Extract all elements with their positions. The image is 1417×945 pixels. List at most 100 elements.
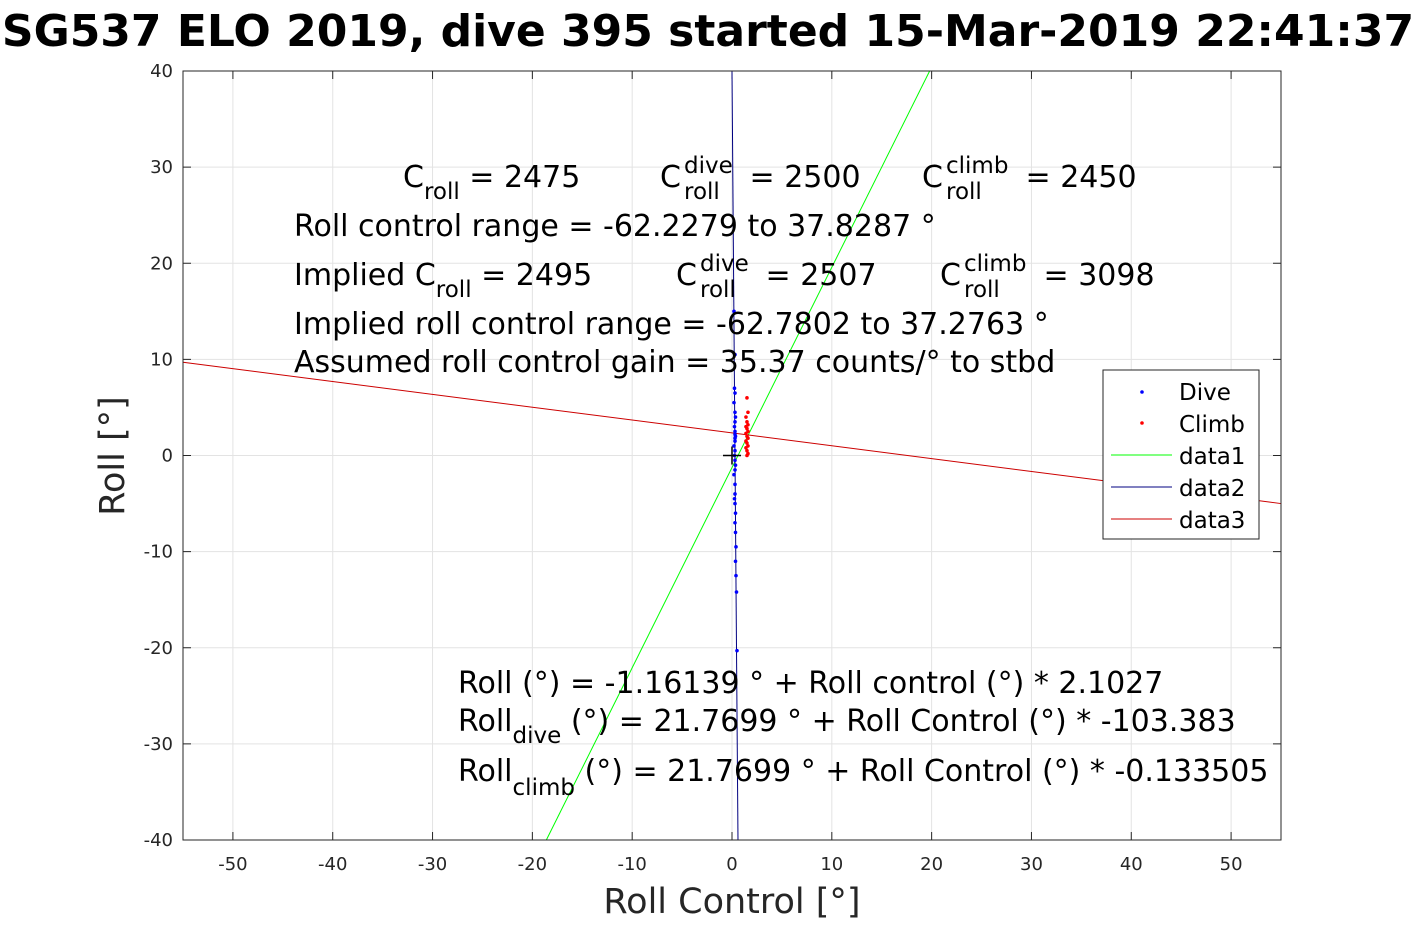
climb-point	[745, 448, 749, 453]
dive-point	[733, 432, 737, 437]
annotation-implied-range: Implied roll control range = -62.7802 to…	[294, 307, 1049, 342]
annotation-sub: climb	[513, 775, 575, 801]
climb-point	[744, 415, 748, 419]
x-tick-labels: -50 -40 -30 -20 -10 0 10 20 30 40 50	[218, 854, 1242, 875]
dive-point	[733, 559, 738, 564]
chart-title: SG537 ELO 2019, dive 395 started 15-Mar-…	[2, 6, 1414, 57]
dive-point	[733, 458, 737, 463]
y-tick-label: -10	[144, 542, 173, 563]
origin-marker	[723, 446, 741, 465]
y-tick-label: 0	[162, 446, 173, 467]
dive-point	[733, 415, 738, 419]
dive-point	[733, 463, 738, 467]
x-tick-label: 20	[920, 854, 943, 875]
dive-point	[734, 545, 738, 549]
dive-point	[733, 448, 737, 453]
x-tick-label: -20	[518, 854, 547, 875]
annotation-fit-all: Roll (°) = -1.16139 ° + Roll control (°)…	[458, 666, 1163, 701]
y-tick-label: 30	[150, 157, 173, 178]
dive-point	[734, 590, 739, 594]
dive-point	[733, 511, 738, 515]
dive-point	[732, 386, 737, 391]
dive-point	[735, 648, 739, 653]
dive-point	[733, 520, 737, 525]
dive-point	[733, 436, 737, 440]
climb-point	[745, 426, 749, 431]
annotation-base: C	[403, 160, 424, 195]
x-tick-label: -40	[318, 854, 347, 875]
annotation-roll-control-range: Roll control range = -62.2279 to 37.8287…	[294, 209, 936, 244]
annotation-sup: climb	[946, 153, 1008, 179]
x-tick-label: 40	[1120, 854, 1143, 875]
x-tick-label: 0	[726, 854, 737, 875]
legend: Dive Climb data1 data2 data3	[1102, 369, 1260, 540]
annotation-base: C	[676, 258, 697, 293]
annotation-rest: (°) = 21.7699 ° + Roll Control (°) * -10…	[561, 704, 1235, 739]
legend-label-data1: data1	[1179, 444, 1245, 470]
x-tick-label: 30	[1020, 854, 1043, 875]
annotation-sub: roll	[424, 179, 460, 205]
annotation-c-roll: Croll = 2475	[403, 160, 580, 205]
dive-point	[733, 530, 738, 535]
annotation-rest: = 2500	[740, 160, 861, 195]
dive-point	[733, 429, 737, 434]
annotation-base: C	[660, 160, 681, 195]
y-tick-label: 10	[150, 349, 173, 370]
annotation-rest: = 3098	[1034, 258, 1155, 293]
annotation-base: C	[940, 258, 961, 293]
dive-point	[733, 439, 737, 443]
annotation-implied-c-roll: Implied Croll = 2495	[294, 258, 592, 303]
climb-point	[746, 410, 750, 415]
dive-point	[734, 573, 738, 578]
legend-label-data2: data2	[1179, 476, 1245, 502]
legend-marker-climb	[1140, 421, 1144, 425]
annotation-sub: roll	[436, 277, 472, 303]
climb-point	[744, 446, 748, 450]
dive-point	[733, 501, 737, 506]
dive-point	[732, 472, 736, 477]
y-tick-label: 20	[150, 253, 173, 274]
annotation-base: Implied C	[294, 258, 436, 293]
annotation-sub: dive	[513, 723, 562, 749]
legend-label-data3: data3	[1179, 508, 1245, 534]
annotation-sup: climb	[964, 251, 1026, 277]
annotation-sub: roll	[964, 277, 1000, 303]
dive-point	[733, 482, 737, 487]
annotation-sub: roll	[684, 179, 720, 205]
y-axis-label: Roll [°]	[93, 396, 133, 516]
dive-point	[733, 468, 737, 472]
dive-point	[732, 496, 737, 501]
y-tick-label: -30	[144, 734, 173, 755]
annotation-base: Roll	[458, 704, 513, 739]
y-tick-labels: 40 30 20 10 0 -10 -20 -30 -40	[144, 61, 173, 851]
annotation-rest: = 2450	[1016, 160, 1137, 195]
annotation-rest: (°) = 21.7699 ° + Roll Control (°) * -0.…	[575, 754, 1268, 789]
climb-point	[745, 441, 749, 445]
data-points	[732, 309, 750, 653]
y-tick-label: -40	[144, 830, 173, 851]
climb-point	[744, 431, 748, 436]
annotation-sup: dive	[684, 153, 733, 179]
annotation-fit-climb: Rollclimb (°) = 21.7699 ° + Roll Control…	[458, 754, 1268, 801]
annotation-rest: = 2495	[472, 258, 593, 293]
y-tick-label: -20	[144, 638, 173, 659]
annotation-fit-dive: Rolldive (°) = 21.7699 ° + Roll Control …	[458, 704, 1236, 749]
annotation-base: Roll	[458, 754, 513, 789]
legend-label-dive: Dive	[1179, 380, 1231, 406]
dive-point	[733, 391, 737, 395]
dive-point	[733, 420, 737, 424]
dive-point	[732, 400, 736, 405]
annotation-sub: roll	[946, 179, 982, 205]
climb-point	[745, 453, 749, 458]
dive-point	[733, 410, 737, 415]
x-tick-label: -30	[418, 854, 447, 875]
dive-point	[733, 492, 737, 496]
annotation-rest: = 2507	[756, 258, 877, 293]
annotation-sup: dive	[700, 251, 749, 277]
x-axis-label: Roll Control [°]	[603, 882, 860, 922]
climb-point	[745, 420, 749, 424]
